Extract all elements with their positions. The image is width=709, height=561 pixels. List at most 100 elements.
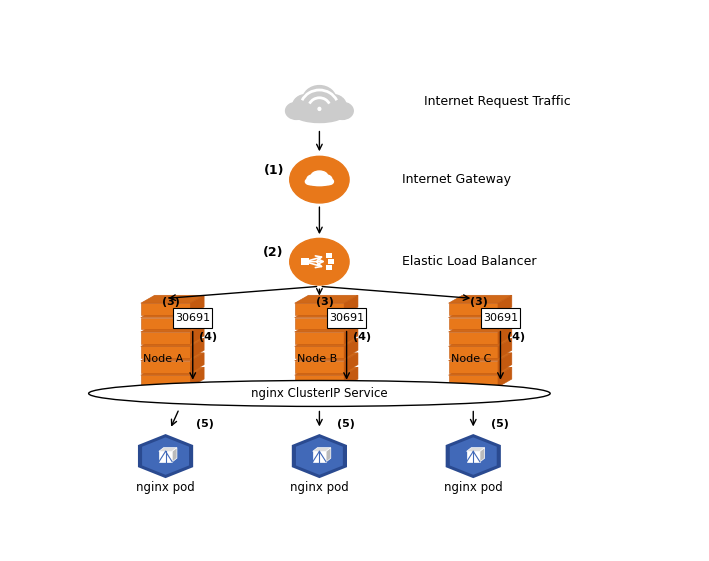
Polygon shape bbox=[141, 303, 190, 315]
Polygon shape bbox=[449, 303, 498, 315]
Text: (5): (5) bbox=[491, 419, 508, 429]
Polygon shape bbox=[295, 375, 344, 387]
Text: (1): (1) bbox=[264, 164, 284, 177]
Polygon shape bbox=[159, 448, 177, 452]
Polygon shape bbox=[467, 452, 480, 462]
Ellipse shape bbox=[324, 178, 333, 185]
Polygon shape bbox=[498, 295, 512, 315]
Polygon shape bbox=[449, 353, 512, 361]
FancyBboxPatch shape bbox=[326, 265, 333, 270]
FancyBboxPatch shape bbox=[327, 308, 366, 328]
Polygon shape bbox=[498, 338, 512, 358]
Polygon shape bbox=[295, 295, 358, 303]
Polygon shape bbox=[313, 448, 331, 452]
Polygon shape bbox=[190, 324, 204, 344]
Text: (3): (3) bbox=[162, 297, 180, 307]
Ellipse shape bbox=[332, 102, 353, 119]
Polygon shape bbox=[449, 346, 498, 358]
Polygon shape bbox=[141, 361, 190, 373]
Polygon shape bbox=[449, 310, 512, 318]
Polygon shape bbox=[295, 353, 358, 361]
Circle shape bbox=[290, 238, 349, 285]
Polygon shape bbox=[141, 338, 204, 346]
Ellipse shape bbox=[297, 113, 342, 121]
Text: Node A: Node A bbox=[143, 355, 183, 364]
Text: 30691: 30691 bbox=[329, 313, 364, 323]
FancyBboxPatch shape bbox=[328, 259, 334, 264]
Polygon shape bbox=[344, 324, 358, 344]
Polygon shape bbox=[449, 375, 498, 387]
Polygon shape bbox=[190, 353, 204, 373]
Polygon shape bbox=[141, 367, 204, 375]
Ellipse shape bbox=[318, 107, 320, 111]
Text: (4): (4) bbox=[199, 332, 217, 342]
Polygon shape bbox=[449, 318, 498, 329]
Polygon shape bbox=[295, 303, 344, 315]
Polygon shape bbox=[313, 452, 326, 462]
Polygon shape bbox=[344, 295, 358, 315]
Polygon shape bbox=[498, 310, 512, 329]
Polygon shape bbox=[326, 448, 331, 462]
Ellipse shape bbox=[89, 380, 550, 406]
Polygon shape bbox=[449, 295, 512, 303]
Polygon shape bbox=[141, 346, 190, 358]
Polygon shape bbox=[190, 310, 204, 329]
Ellipse shape bbox=[293, 95, 320, 116]
Polygon shape bbox=[450, 438, 497, 475]
Text: (5): (5) bbox=[196, 419, 214, 429]
Text: Node C: Node C bbox=[451, 355, 491, 364]
Polygon shape bbox=[295, 367, 358, 375]
Text: Elastic Load Balancer: Elastic Load Balancer bbox=[402, 255, 536, 268]
Polygon shape bbox=[498, 367, 512, 387]
Polygon shape bbox=[295, 310, 358, 318]
Ellipse shape bbox=[294, 105, 345, 122]
Text: (4): (4) bbox=[507, 332, 525, 342]
Ellipse shape bbox=[307, 180, 332, 186]
Polygon shape bbox=[159, 452, 172, 462]
Polygon shape bbox=[141, 332, 190, 344]
Text: (3): (3) bbox=[316, 297, 334, 307]
Ellipse shape bbox=[319, 95, 346, 116]
Text: Internet Request Traffic: Internet Request Traffic bbox=[424, 95, 571, 108]
Polygon shape bbox=[295, 318, 344, 329]
Polygon shape bbox=[190, 295, 204, 315]
Text: (2): (2) bbox=[262, 246, 283, 259]
Ellipse shape bbox=[320, 175, 332, 183]
Polygon shape bbox=[295, 346, 344, 358]
Polygon shape bbox=[141, 318, 190, 329]
Polygon shape bbox=[190, 338, 204, 358]
Polygon shape bbox=[141, 324, 204, 332]
FancyBboxPatch shape bbox=[173, 308, 212, 328]
Polygon shape bbox=[292, 434, 347, 478]
Polygon shape bbox=[449, 332, 498, 344]
Polygon shape bbox=[295, 338, 358, 346]
FancyBboxPatch shape bbox=[481, 308, 520, 328]
Polygon shape bbox=[344, 310, 358, 329]
Polygon shape bbox=[498, 324, 512, 344]
Text: nginx pod: nginx pod bbox=[444, 481, 503, 494]
Polygon shape bbox=[296, 438, 343, 475]
Ellipse shape bbox=[307, 175, 319, 183]
Text: (4): (4) bbox=[353, 332, 371, 342]
Polygon shape bbox=[172, 448, 177, 462]
Text: 30691: 30691 bbox=[483, 313, 518, 323]
Text: nginx pod: nginx pod bbox=[136, 481, 195, 494]
Polygon shape bbox=[141, 375, 190, 387]
Polygon shape bbox=[141, 353, 204, 361]
Ellipse shape bbox=[311, 171, 328, 182]
Text: nginx pod: nginx pod bbox=[290, 481, 349, 494]
Text: Node B: Node B bbox=[297, 355, 337, 364]
Text: (3): (3) bbox=[470, 297, 488, 307]
Polygon shape bbox=[449, 338, 512, 346]
Text: (5): (5) bbox=[337, 419, 354, 429]
Polygon shape bbox=[344, 353, 358, 373]
Polygon shape bbox=[449, 324, 512, 332]
Polygon shape bbox=[498, 353, 512, 373]
Polygon shape bbox=[190, 367, 204, 387]
Polygon shape bbox=[344, 367, 358, 387]
Polygon shape bbox=[295, 361, 344, 373]
FancyBboxPatch shape bbox=[326, 253, 333, 258]
Polygon shape bbox=[480, 448, 485, 462]
Polygon shape bbox=[449, 367, 512, 375]
Polygon shape bbox=[344, 338, 358, 358]
